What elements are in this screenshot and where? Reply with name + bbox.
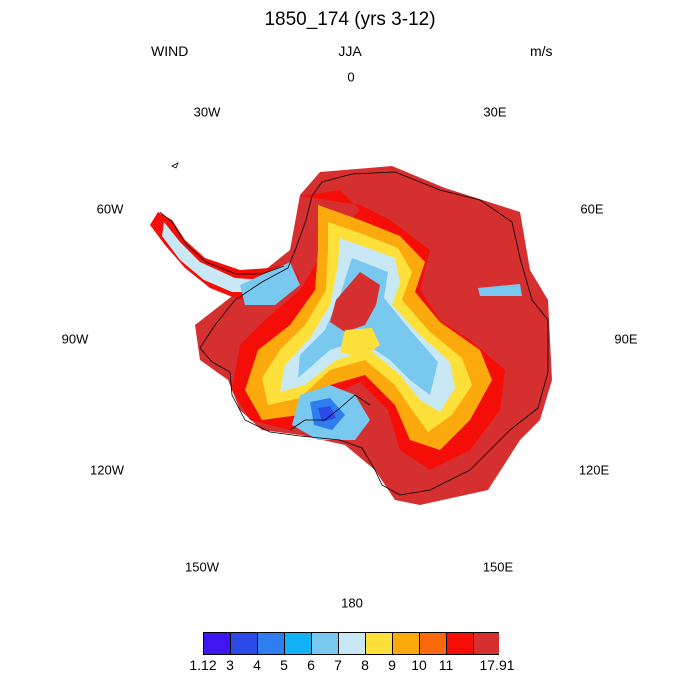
lon-label-150w: 150W	[185, 559, 219, 575]
field-region-west-blue	[240, 262, 300, 305]
field-region-coastal-stripe	[478, 284, 522, 296]
lon-label-180: 180	[341, 595, 363, 611]
colorbar-label: 9	[388, 657, 396, 673]
colorbar-box	[257, 632, 285, 655]
lon-label-60e: 60E	[580, 201, 604, 217]
lon-label-120e: 120E	[578, 462, 610, 478]
colorbar-box	[203, 632, 231, 655]
coastline	[159, 162, 549, 496]
field-region-ross-deep-blue	[318, 406, 336, 422]
lon-label-0: 0	[347, 69, 355, 85]
colorbar-box	[392, 632, 420, 655]
lon-label-150e: 150E	[482, 559, 514, 575]
coastline-ross-shelf	[289, 394, 371, 431]
wind-field	[150, 166, 552, 505]
colorbar-box	[419, 632, 447, 655]
lon-label-30w: 30W	[193, 104, 221, 120]
colorbar-label: 17.91	[479, 657, 515, 673]
colorbar-box	[284, 632, 312, 655]
colorbar-label: 7	[334, 657, 342, 673]
lon-label-90e: 90E	[614, 331, 638, 347]
variable-label: WIND	[151, 43, 189, 59]
field-region-sky-blue	[298, 258, 438, 395]
colorbar-box	[230, 632, 258, 655]
colorbar-label: 11	[438, 657, 454, 673]
colorbar-box	[446, 632, 474, 655]
colorbar-label: 10	[411, 657, 427, 673]
lon-label-30e: 30E	[483, 104, 507, 120]
coastline-east	[199, 171, 549, 496]
plot-title: 1850_174 (yrs 3-12)	[264, 9, 436, 30]
field-region-dome-yellow	[340, 328, 380, 358]
colorbar-label: 6	[307, 657, 315, 673]
lon-label-120w: 120W	[90, 462, 124, 478]
colorbar	[203, 632, 499, 655]
coastline-peninsula	[159, 211, 285, 275]
colorbar-box	[338, 632, 366, 655]
field-region-interior-red	[330, 272, 380, 332]
colorbar-label: 8	[361, 657, 369, 673]
colorbar-label: 1.12	[189, 657, 217, 673]
lon-label-60w: 60W	[96, 201, 124, 217]
colorbar-box	[311, 632, 339, 655]
season-label: JJA	[338, 43, 362, 59]
colorbar-box	[473, 632, 499, 655]
colorbar-label: 3	[226, 657, 234, 673]
coastline-island	[171, 162, 179, 169]
units-label: m/s	[530, 43, 553, 59]
colorbar-label: 5	[280, 657, 288, 673]
colorbar-label: 4	[253, 657, 261, 673]
colorbar-box	[365, 632, 393, 655]
lon-label-90w: 90W	[61, 331, 89, 347]
